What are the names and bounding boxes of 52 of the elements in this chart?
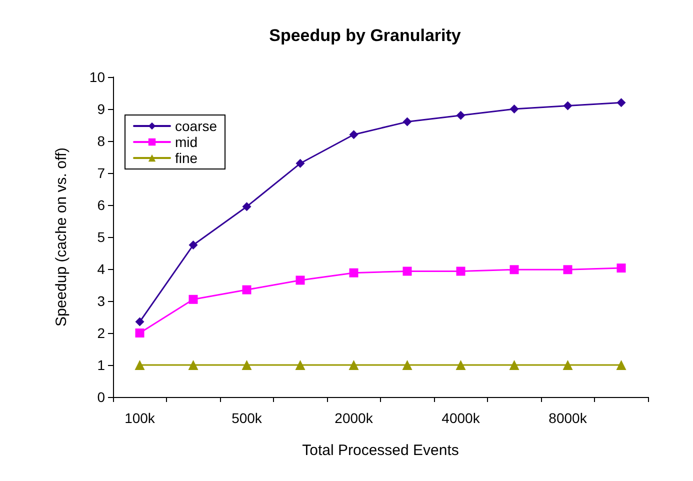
point bbox=[456, 110, 466, 120]
y-tick-label: 2 bbox=[97, 325, 106, 341]
y-axis-title: Speedup (cache on vs. off) bbox=[53, 147, 70, 327]
point bbox=[296, 158, 305, 168]
y-tick-label: 7 bbox=[97, 165, 106, 181]
point bbox=[188, 360, 198, 370]
point bbox=[349, 268, 358, 278]
x-tick-label: 100k bbox=[124, 410, 156, 426]
point bbox=[242, 360, 252, 370]
point bbox=[510, 265, 519, 274]
legend-label: coarse bbox=[175, 118, 218, 134]
y-tick-label: 3 bbox=[97, 293, 106, 309]
x-tick-label: 500k bbox=[232, 410, 263, 426]
point bbox=[188, 294, 198, 304]
y-tick-label: 1 bbox=[97, 357, 106, 373]
x-tick-label: 4000k bbox=[442, 410, 481, 426]
point bbox=[456, 266, 466, 276]
point bbox=[563, 101, 572, 110]
legend-label: fine bbox=[175, 150, 198, 166]
chart-title: Speedup by Granularity bbox=[269, 26, 462, 45]
y-tick-label: 10 bbox=[89, 69, 106, 85]
x-tick-label: 8000k bbox=[548, 410, 588, 426]
point bbox=[563, 265, 572, 274]
point bbox=[296, 276, 305, 285]
point bbox=[402, 360, 412, 370]
point bbox=[242, 202, 252, 212]
point bbox=[188, 240, 198, 250]
point bbox=[349, 130, 358, 140]
x-axis-title: Total Processed Events bbox=[302, 442, 459, 459]
y-tick-label: 9 bbox=[97, 101, 106, 117]
point bbox=[402, 266, 412, 276]
y-tick-label: 6 bbox=[97, 197, 106, 213]
point bbox=[134, 360, 145, 370]
point bbox=[510, 104, 519, 114]
point bbox=[616, 360, 626, 370]
point bbox=[348, 360, 359, 370]
x-tick-label: 2000k bbox=[334, 410, 374, 426]
y-tick-label: 4 bbox=[97, 261, 106, 277]
point bbox=[402, 117, 412, 126]
point bbox=[135, 328, 144, 338]
y-tick-label: 5 bbox=[97, 229, 106, 245]
point bbox=[509, 360, 520, 370]
legend-label: mid bbox=[175, 134, 198, 150]
point bbox=[242, 285, 252, 294]
y-tick-label: 8 bbox=[97, 133, 106, 149]
point bbox=[616, 98, 626, 108]
point bbox=[562, 360, 573, 370]
y-tick-label: 0 bbox=[97, 389, 106, 405]
point bbox=[616, 264, 626, 273]
point bbox=[295, 360, 306, 370]
point bbox=[135, 317, 144, 326]
point bbox=[456, 360, 466, 370]
